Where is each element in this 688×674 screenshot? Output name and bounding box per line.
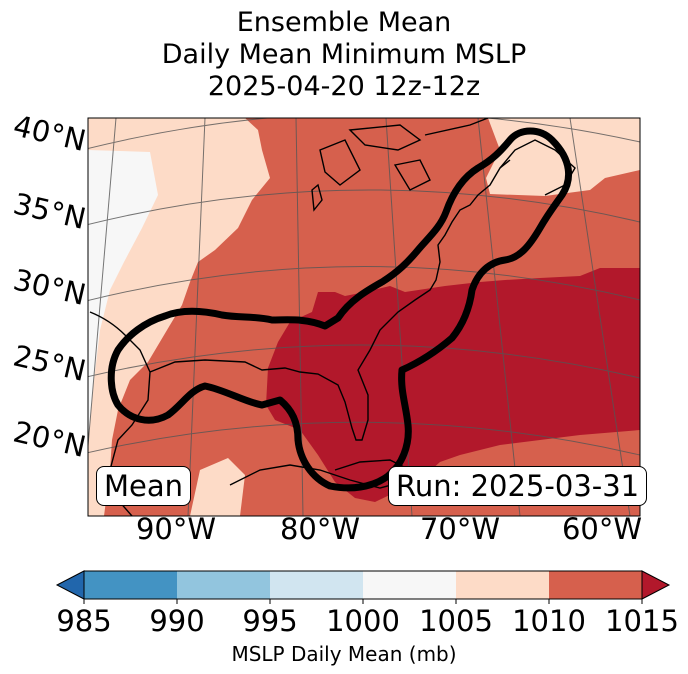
colorbar-tick-985: 985 — [56, 604, 112, 638]
field-1000-1005 — [88, 150, 158, 440]
lon-label-60w: 60°W — [561, 512, 643, 546]
lon-label-80w: 80°W — [279, 512, 361, 546]
map-area — [88, 118, 640, 516]
field-over-1015 — [266, 268, 640, 502]
title-line-2: Daily Mean Minimum MSLP — [161, 39, 527, 70]
colorbar-tick-990: 990 — [149, 604, 205, 638]
colorbar-bin-990-995 — [177, 571, 270, 599]
lon-label-70w: 70°W — [419, 512, 501, 546]
colorbar-bin-1000-1005 — [363, 571, 456, 599]
colorbar-tick-1010: 1010 — [512, 604, 586, 638]
mean-label-box: Mean — [96, 466, 192, 506]
colorbar-over-extension — [641, 570, 671, 600]
colorbar-tick-1015: 1015 — [605, 604, 679, 638]
colorbar-bin-1005-1010 — [456, 571, 549, 599]
colorbar-tick-995: 995 — [242, 604, 298, 638]
colorbar-tick-1005: 1005 — [419, 604, 493, 638]
colorbar-under-extension — [55, 570, 85, 600]
colorbar — [55, 570, 671, 604]
field-1005-1010-south — [190, 458, 245, 516]
coastlines — [89, 118, 576, 516]
colorbar-bin-985-990 — [84, 571, 177, 599]
colorbar-bin-1010-1015 — [549, 571, 642, 599]
probability-contour — [107, 127, 573, 492]
title-line-3: 2025-04-20 12z-12z — [207, 71, 481, 102]
colorbar-label: MSLP Daily Mean (mb) — [231, 642, 457, 666]
title-line-1: Ensemble Mean — [236, 7, 452, 38]
colorbar-bin-995-1000 — [270, 571, 363, 599]
run-label-box: Run: 2025-03-31 — [388, 466, 648, 506]
lon-label-90w: 90°W — [135, 512, 217, 546]
map-frame — [87, 117, 641, 517]
colorbar-tick-1000: 1000 — [326, 604, 400, 638]
